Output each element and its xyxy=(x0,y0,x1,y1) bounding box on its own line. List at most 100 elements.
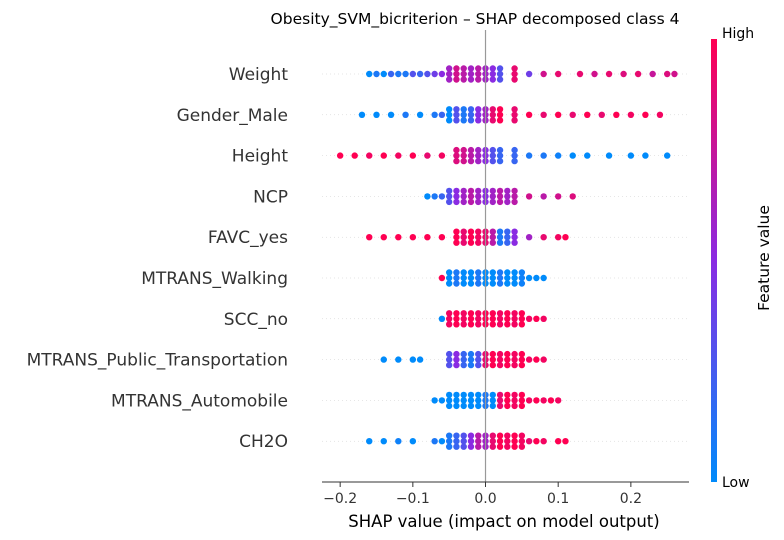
shap-point xyxy=(395,356,402,363)
shap-point xyxy=(453,117,460,124)
shap-point xyxy=(402,70,409,78)
shap-point xyxy=(518,280,526,287)
shap-point xyxy=(504,198,511,206)
shap-point xyxy=(460,228,467,235)
shap-point xyxy=(547,397,555,404)
shap-point xyxy=(504,234,511,241)
shap-point xyxy=(649,70,656,78)
shap-point xyxy=(489,315,496,322)
shap-point xyxy=(453,187,460,195)
shap-point xyxy=(518,356,526,363)
shap-point xyxy=(533,274,540,282)
shap-point xyxy=(445,193,453,200)
shap-point xyxy=(445,391,453,399)
shap-point xyxy=(475,187,482,195)
shap-point xyxy=(511,193,518,200)
shap-point xyxy=(380,234,387,241)
shap-point xyxy=(533,356,540,363)
shap-point xyxy=(511,402,518,410)
shap-point xyxy=(489,234,496,241)
shap-point xyxy=(489,356,496,363)
shap-point xyxy=(504,193,511,200)
shap-point xyxy=(467,350,475,358)
shap-point xyxy=(424,70,431,78)
shap-point xyxy=(518,269,526,276)
shap-point xyxy=(511,280,518,287)
shap-point xyxy=(467,193,475,200)
shap-point xyxy=(554,111,562,119)
shap-point xyxy=(489,146,496,154)
shap-point xyxy=(562,234,569,241)
shap-point xyxy=(445,443,453,450)
shap-point xyxy=(525,397,533,404)
shap-point xyxy=(511,117,518,124)
shap-point xyxy=(504,397,511,404)
shap-point xyxy=(511,106,518,113)
shap-point xyxy=(496,117,504,124)
shap-point xyxy=(496,152,504,159)
shap-point xyxy=(475,76,482,83)
shap-point xyxy=(496,146,504,154)
shap-point xyxy=(467,198,475,206)
shap-point xyxy=(467,269,475,276)
shap-point xyxy=(540,152,547,159)
shap-point xyxy=(475,280,482,287)
shap-point xyxy=(366,152,373,159)
shap-point xyxy=(504,350,511,358)
shap-point xyxy=(511,198,518,206)
shap-point xyxy=(366,438,373,445)
shap-point xyxy=(351,152,358,159)
shap-point xyxy=(504,361,511,369)
shap-point xyxy=(475,65,482,72)
shap-point xyxy=(445,356,453,363)
shap-point xyxy=(467,397,475,404)
shap-point xyxy=(511,315,518,322)
shap-point xyxy=(496,321,504,328)
shap-point xyxy=(489,438,496,445)
shap-point xyxy=(445,198,453,206)
shap-point xyxy=(460,402,467,410)
shap-point xyxy=(504,356,511,363)
shap-point xyxy=(453,443,460,450)
shap-point xyxy=(511,321,518,328)
shap-point xyxy=(438,193,446,200)
shap-point xyxy=(424,193,431,200)
shap-point xyxy=(445,269,453,276)
shap-point xyxy=(453,228,460,235)
shap-point xyxy=(453,193,460,200)
shap-point xyxy=(467,234,475,241)
shap-point xyxy=(496,157,504,165)
shap-point xyxy=(518,432,526,439)
shap-point xyxy=(511,228,518,235)
shap-point xyxy=(496,397,504,404)
shap-point xyxy=(605,70,613,78)
shap-point xyxy=(336,152,344,159)
shap-point xyxy=(445,397,453,404)
shap-point xyxy=(453,198,460,206)
shap-point xyxy=(460,315,467,322)
shap-point xyxy=(380,438,387,445)
shap-point xyxy=(496,106,504,113)
shap-point xyxy=(540,193,547,200)
shap-point xyxy=(453,280,460,287)
shap-point xyxy=(445,111,453,119)
shap-point xyxy=(416,70,424,78)
shap-point xyxy=(511,269,518,276)
shap-point xyxy=(496,76,504,83)
shap-point xyxy=(387,111,395,119)
colorbar xyxy=(711,39,717,482)
shap-point xyxy=(504,310,511,317)
shap-point xyxy=(489,65,496,72)
shap-point xyxy=(431,438,438,445)
shap-point xyxy=(496,310,504,317)
shap-point xyxy=(395,152,402,159)
shap-point xyxy=(511,234,518,241)
shap-point xyxy=(525,193,533,200)
shap-point xyxy=(475,391,482,399)
feature-label: MTRANS_Public_Transportation xyxy=(27,351,288,371)
shap-point xyxy=(598,111,605,119)
shap-point xyxy=(460,193,467,200)
shap-point xyxy=(445,361,453,369)
shap-point xyxy=(416,356,424,363)
